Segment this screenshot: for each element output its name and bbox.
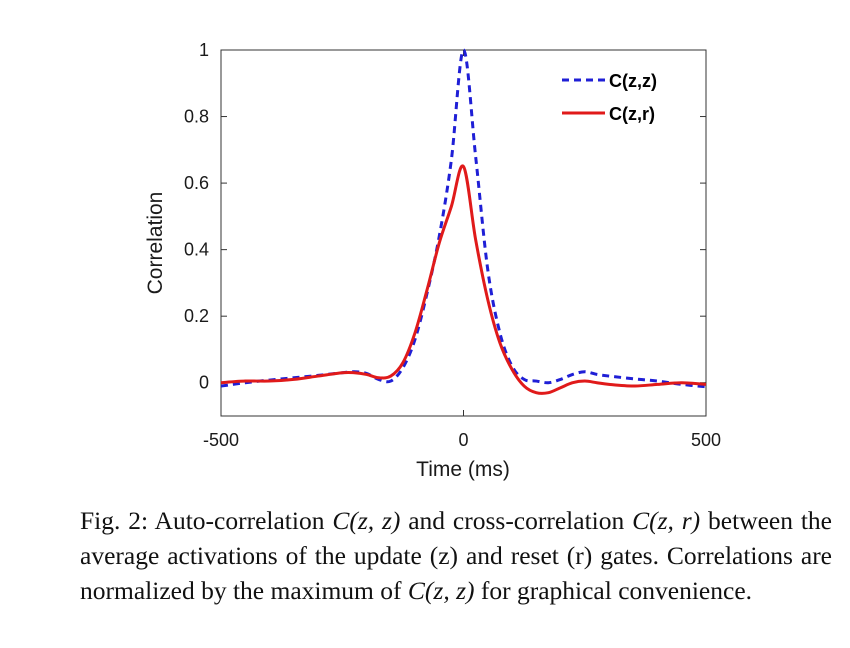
figure-caption: Fig. 2: Auto-correlation C(z, z) and cro… [80,503,832,608]
y-tick-label: 0.6 [184,173,209,193]
y-tick-label: 1 [199,40,209,60]
y-axis-label: Correlation [144,192,167,295]
x-tick-label: 500 [691,430,721,450]
axis-ticks [220,49,707,416]
series-line-czz [220,48,707,389]
x-tick-labels: -500 0 500 [203,430,721,450]
caption-mid-1: and cross-correlation [400,506,633,535]
x-axis-label: Time (ms) [416,458,510,481]
caption-czr: C(z, r) [632,506,701,535]
x-tick-label: -500 [203,430,239,450]
legend: C(z,z) C(z,r) [562,71,657,124]
y-tick-labels: 0 0.2 0.4 0.6 0.8 1 [184,40,209,393]
y-tick-label: 0.8 [184,107,209,127]
legend-label-czr: C(z,r) [609,104,655,124]
correlation-chart: -500 0 500 0 0.2 0.4 0.6 0.8 1 Time (ms) Correl… [144,40,721,481]
x-tick-label: 0 [458,430,468,450]
caption-czz-1: C(z, z) [332,506,401,535]
series-lines [220,48,707,395]
series-line-czr [220,164,707,395]
legend-label-czz: C(z,z) [609,71,657,91]
caption-mid-2: between the average activations of the u… [80,506,832,605]
caption-czz-2: C(z, z) [407,576,475,605]
y-tick-label: 0.4 [184,240,209,260]
y-tick-label: 0.2 [184,306,209,326]
caption-suffix: for graphical convenience. [474,576,753,605]
y-tick-label: 0 [199,373,209,393]
caption-prefix: Fig. 2: Auto-correlation [80,506,333,535]
